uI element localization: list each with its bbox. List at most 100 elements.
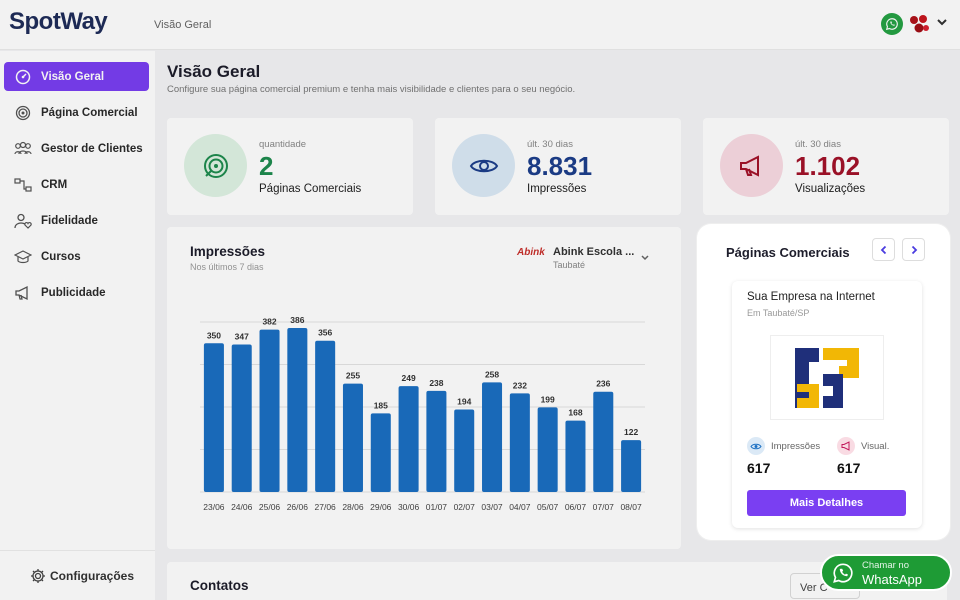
x-tick-label: 04/07: [509, 502, 531, 512]
bar-value-label: 258: [485, 369, 499, 379]
chart-bar[interactable]: [454, 409, 475, 492]
chart-bar[interactable]: [537, 407, 558, 492]
business-city: Em Taubaté/SP: [747, 308, 810, 318]
whatsapp-line2: WhatsApp: [862, 572, 922, 587]
chart-bar[interactable]: [370, 413, 391, 492]
fingerprint-icon: [14, 104, 32, 122]
bar-value-label: 350: [207, 330, 221, 340]
spotway-logo[interactable]: SpotWay: [9, 8, 108, 35]
x-tick-label: 07/07: [593, 502, 615, 512]
whatsapp-line1: Chamar no: [862, 560, 909, 571]
chart-bar[interactable]: [509, 393, 530, 492]
stat-value: 8.831: [527, 151, 593, 181]
x-tick-label: 02/07: [454, 502, 476, 512]
chevron-down-icon[interactable]: [935, 15, 949, 29]
x-tick-label: 29/06: [370, 502, 392, 512]
chart-bar[interactable]: [426, 390, 447, 492]
x-tick-label: 27/06: [315, 502, 337, 512]
bar-value-label: 238: [429, 378, 443, 388]
whatsapp-chat-button[interactable]: Chamar no WhatsApp: [820, 554, 952, 591]
megaphone-icon: [837, 437, 855, 455]
settings-label: Configurações: [50, 569, 135, 583]
x-tick-label: 23/06: [203, 502, 225, 512]
business-logo: Abink: [517, 247, 545, 258]
business-logo: [770, 335, 884, 420]
views-value: 617: [837, 460, 861, 476]
stat-card-impressoes: últ. 30 dias 8.831 Impressões: [435, 118, 681, 215]
bar-value-label: 185: [374, 400, 388, 410]
x-tick-label: 05/07: [537, 502, 559, 512]
settings-button[interactable]: Configurações: [30, 568, 134, 584]
chart-bar[interactable]: [315, 340, 336, 492]
sidebar-item-label: Publicidade: [41, 286, 106, 299]
whatsapp-icon: [832, 562, 854, 584]
users-icon: [14, 140, 32, 158]
bar-value-label: 255: [346, 371, 360, 381]
sidebar-item-label: Fidelidade: [41, 214, 98, 227]
fingerprint-icon: [184, 134, 247, 197]
user-heart-icon: [14, 212, 32, 230]
top-bar: SpotWay Visão Geral: [0, 0, 960, 50]
chart-bar[interactable]: [593, 391, 614, 492]
stat-desc: Impressões: [527, 183, 587, 195]
impressions-chart-card: 350 23/06 347 24/06 382 25/06 386 26/06 356 27/06…: [167, 227, 681, 549]
x-tick-label: 25/06: [259, 502, 281, 512]
impressions-value: 617: [747, 460, 771, 476]
sidebar-item-cursos[interactable]: Cursos: [4, 242, 149, 271]
avatar[interactable]: [908, 14, 930, 34]
sidebar: Visão Geral Página Comercial Gestor de C…: [0, 51, 155, 600]
chart-bar[interactable]: [287, 327, 308, 492]
bar-value-label: 347: [235, 332, 249, 342]
chevron-down-icon: [639, 251, 651, 263]
chart-bar[interactable]: [398, 386, 419, 492]
megaphone-icon: [720, 134, 783, 197]
stat-desc: Páginas Comerciais: [259, 183, 362, 195]
stat-label: últ. 30 dias: [795, 139, 841, 150]
chart-bar[interactable]: [342, 383, 363, 492]
stat-desc: Visualizações: [795, 183, 866, 195]
chart-bar[interactable]: [482, 382, 503, 492]
chart-bar[interactable]: [621, 440, 642, 492]
bar-value-label: 236: [596, 379, 610, 389]
more-details-button[interactable]: Mais Detalhes: [747, 490, 906, 516]
x-tick-label: 30/06: [398, 502, 420, 512]
sidebar-item-publicidade[interactable]: Publicidade: [4, 278, 149, 307]
previous-button[interactable]: [872, 238, 895, 261]
gear-icon: [30, 568, 46, 584]
impressions-label: Impressões: [771, 441, 821, 452]
megaphone-icon: [14, 284, 32, 302]
bar-value-label: 356: [318, 328, 332, 338]
eye-icon: [747, 437, 765, 455]
page-subtitle: Configure sua página comercial premium e…: [167, 84, 576, 95]
x-tick-label: 01/07: [426, 502, 448, 512]
eye-icon: [452, 134, 515, 197]
sidebar-item-label: Cursos: [41, 250, 81, 263]
sidebar-item-crm[interactable]: CRM: [4, 170, 149, 199]
chart-bar[interactable]: [565, 420, 586, 492]
stat-value: 2: [259, 151, 274, 181]
whatsapp-icon[interactable]: [881, 13, 903, 35]
page-title: Visão Geral: [167, 62, 261, 81]
x-tick-label: 28/06: [342, 502, 364, 512]
chart-bar[interactable]: [259, 329, 280, 492]
next-button[interactable]: [902, 238, 925, 261]
business-name: Abink Escola ...: [553, 246, 635, 258]
contacts-card: Contatos Ver C: [167, 562, 947, 600]
crm-icon: [14, 176, 32, 194]
business-select[interactable]: Abink Abink Escola ... Taubaté: [513, 242, 659, 274]
panel-title: Páginas Comerciais: [726, 245, 850, 260]
bar-value-label: 249: [402, 373, 416, 383]
sidebar-item-pagina-comercial[interactable]: Página Comercial: [4, 98, 149, 127]
x-tick-label: 06/07: [565, 502, 587, 512]
chart-bar[interactable]: [231, 344, 252, 492]
sidebar-item-label: Visão Geral: [41, 70, 105, 83]
bar-value-label: 232: [513, 380, 527, 390]
chart-bar[interactable]: [203, 343, 224, 492]
contacts-title: Contatos: [190, 578, 249, 593]
sidebar-item-fidelidade[interactable]: Fidelidade: [4, 206, 149, 235]
bar-value-label: 122: [624, 427, 638, 437]
sidebar-item-visao-geral[interactable]: Visão Geral: [4, 62, 149, 91]
sidebar-item-label: CRM: [41, 178, 68, 191]
sidebar-item-gestor-de-clientes[interactable]: Gestor de Clientes: [4, 134, 149, 163]
business-city: Taubaté: [553, 260, 586, 270]
